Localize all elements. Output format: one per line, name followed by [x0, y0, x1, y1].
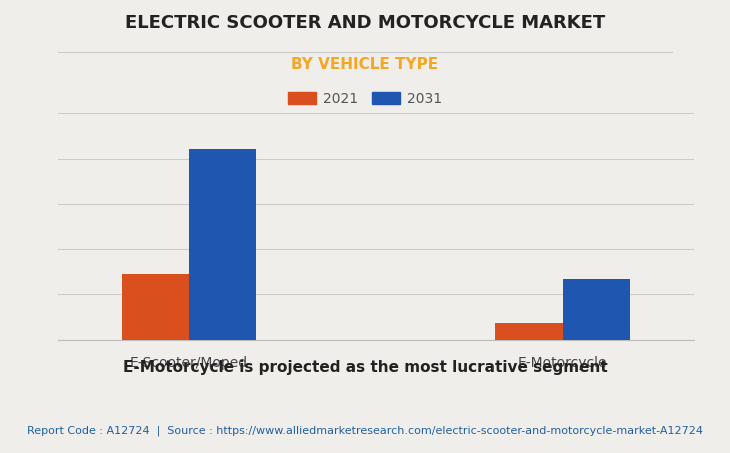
- Bar: [563, 279, 630, 340]
- Text: Report Code : A12724  |  Source : https://www.alliedmarketresearch.com/electric-: Report Code : A12724 | Source : https://…: [27, 426, 703, 436]
- Text: E-Motorcycle is projected as the most lucrative segment: E-Motorcycle is projected as the most lu…: [123, 360, 607, 375]
- Text: BY VEHICLE TYPE: BY VEHICLE TYPE: [291, 57, 439, 72]
- Text: ELECTRIC SCOOTER AND MOTORCYCLE MARKET: ELECTRIC SCOOTER AND MOTORCYCLE MARKET: [125, 14, 605, 32]
- Bar: [122, 274, 189, 340]
- Legend: 2021, 2031: 2021, 2031: [283, 86, 447, 111]
- Bar: [496, 323, 563, 340]
- Bar: [189, 149, 256, 340]
